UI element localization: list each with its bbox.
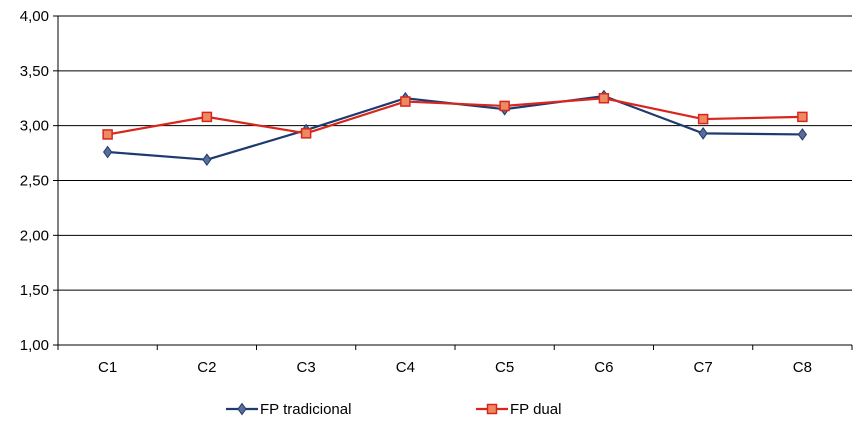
y-tick-label: 4,00 (20, 8, 49, 25)
series-2 (102, 93, 808, 140)
data-point (499, 100, 510, 112)
data-point (201, 111, 213, 123)
x-tick-label: C5 (495, 359, 514, 376)
x-tick-label: C6 (594, 359, 613, 376)
data-point (300, 128, 312, 139)
data-point (797, 111, 808, 123)
y-tick-label: 3,50 (20, 63, 49, 80)
y-tick-label: 3,00 (20, 118, 49, 135)
legend-swatch-marker (486, 403, 498, 415)
data-point (400, 96, 411, 107)
legend-label: FP tradicional (260, 401, 351, 418)
x-tick-label: C4 (396, 359, 415, 376)
legend-item: FP dual (476, 401, 561, 418)
y-tick-label: 2,50 (20, 173, 49, 190)
data-point (102, 129, 113, 140)
data-point (103, 145, 113, 159)
legend-label: FP dual (510, 401, 561, 418)
y-tick-label: 1,00 (20, 337, 49, 354)
y-tick-label: 2,00 (20, 227, 49, 244)
series-line (107, 97, 803, 136)
y-tick-label: 1,50 (20, 282, 49, 299)
data-point (598, 93, 610, 104)
data-point (797, 128, 807, 141)
x-tick-label: C7 (694, 359, 713, 376)
x-tick-label: C2 (197, 359, 216, 376)
series-line (107, 94, 803, 161)
x-tick-labels: C1 C2 C3 C4 C5 C6 C7 C8 (98, 359, 812, 376)
legend-swatch-marker (237, 402, 247, 416)
data-point (697, 113, 709, 125)
data-point (202, 153, 212, 167)
series-1 (103, 89, 807, 167)
gridlines (58, 15, 852, 346)
legend: FP tradicional FP dual (226, 401, 561, 418)
x-tick-label: C8 (793, 359, 812, 376)
legend-item: FP tradicional (226, 401, 351, 418)
data-point (698, 126, 708, 140)
x-tick-label: C1 (98, 359, 117, 376)
series (102, 89, 808, 167)
axes (53, 15, 853, 350)
x-tick-label: C3 (297, 359, 316, 376)
y-tick-labels: 1,00 1,50 2,00 2,50 3,00 3,50 4,00 (20, 8, 49, 354)
